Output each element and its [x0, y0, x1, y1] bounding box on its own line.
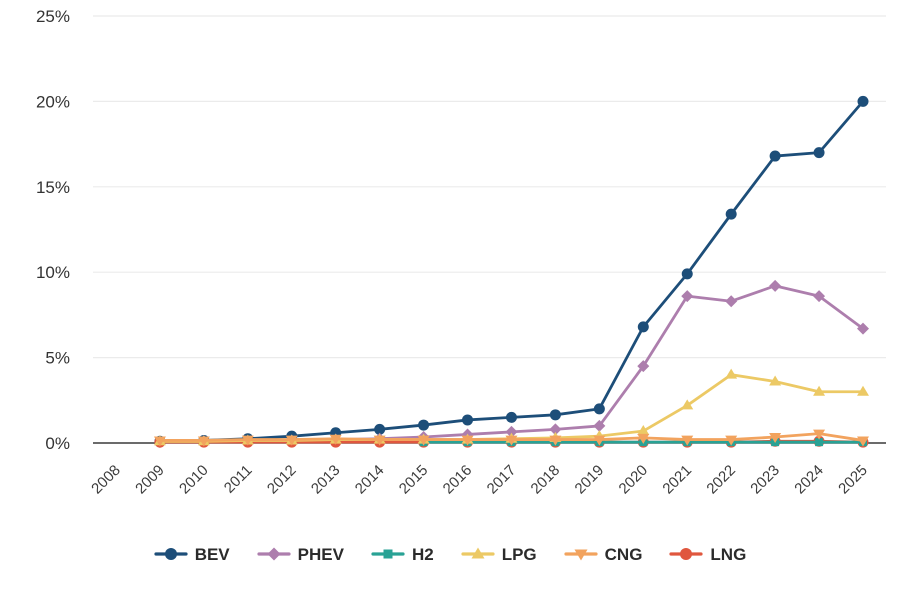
chart-legend: BEV PHEV H2 LPG CNG LNG [0, 539, 900, 569]
x-tick-label: 2015 [396, 462, 432, 498]
legend-label-cng: CNG [604, 544, 643, 564]
series-marker-bev [462, 414, 474, 426]
series-marker-cng [769, 433, 782, 444]
series-marker-bev [593, 403, 605, 415]
x-tick-label: 2020 [616, 462, 652, 498]
series-marker-phev [505, 425, 518, 438]
series-marker-lpg [725, 368, 738, 379]
series-marker-bev [813, 147, 825, 159]
legend-label-bev: BEV [194, 544, 230, 564]
series-marker-lpg [813, 385, 826, 396]
x-tick-label: 2025 [835, 462, 871, 498]
series-marker-lpg [681, 399, 694, 410]
series-marker-cng [373, 435, 386, 446]
legend-marker-bev-icon [154, 548, 188, 560]
line-chart: 0% 5% 10% 15% 20% 25% 2008 2009 2010 2011 2012 2013… [36, 7, 886, 498]
series-marker-cng [197, 436, 210, 447]
legend-label-h2: H2 [411, 544, 434, 564]
series-marker-lpg [769, 375, 782, 386]
legend-item-bev: BEV [154, 545, 230, 563]
legend-label-lpg: LPG [501, 544, 537, 564]
x-tick-label: 2013 [308, 462, 344, 498]
series-marker-bev [418, 419, 430, 431]
series-marker-bev [505, 411, 517, 423]
series-marker-bev [769, 150, 781, 162]
x-tick-label: 2010 [176, 462, 212, 498]
x-tick-label: 2016 [440, 462, 476, 498]
series-marker-bev [725, 208, 737, 220]
series-marker-lpg [857, 385, 869, 396]
series-marker-phev [769, 279, 782, 292]
y-tick-label: 10% [36, 263, 70, 282]
x-tick-label: 2023 [747, 462, 783, 498]
series-marker-bev [549, 409, 561, 421]
y-tick-label: 20% [36, 92, 70, 111]
x-tick-label: 2009 [132, 462, 168, 498]
x-tick-label: 2008 [88, 462, 124, 498]
series-marker-cng [637, 433, 650, 444]
series-line-bev [158, 100, 865, 443]
series-marker-phev [681, 290, 694, 303]
series-marker-cng [505, 435, 518, 446]
series-marker-phev [637, 360, 650, 373]
series-marker-bev [681, 268, 693, 280]
x-tick-label: 2011 [221, 462, 256, 497]
legend-item-lng: LNG [669, 545, 746, 563]
series-marker-bev [637, 321, 649, 333]
series-marker-cng [857, 436, 869, 447]
legend-marker-h2-icon [371, 549, 405, 559]
x-tick-label: 2021 [659, 462, 695, 498]
legend-item-phev: PHEV [257, 545, 344, 563]
series-marker-cng [461, 435, 474, 446]
legend-item-cng: CNG [564, 544, 643, 564]
series-marker-phev [593, 419, 606, 432]
series-marker-phev [813, 290, 826, 303]
series-marker-cng [593, 435, 606, 446]
series-marker-cng [329, 434, 342, 445]
legend-marker-cng-icon [564, 549, 598, 561]
y-tick-label: 15% [36, 178, 70, 197]
series-marker-cng [681, 435, 694, 446]
x-tick-label: 2019 [572, 462, 608, 498]
legend-item-h2: H2 [371, 545, 434, 563]
series-marker-cng [417, 435, 430, 446]
y-tick-label: 0% [45, 434, 70, 453]
series-marker-phev [725, 295, 738, 308]
series-marker-lpg [637, 425, 650, 436]
legend-item-lpg: LPG [461, 545, 537, 563]
series-marker-cng [153, 436, 166, 447]
x-tick-label: 2022 [703, 462, 739, 498]
x-tick-label: 2012 [264, 462, 300, 498]
y-tick-label: 5% [45, 349, 70, 368]
x-tick-label: 2018 [528, 462, 564, 498]
legend-marker-phev-icon [257, 547, 291, 561]
series-marker-cng [285, 435, 298, 446]
series-marker-phev [857, 322, 869, 335]
legend-label-lng: LNG [710, 544, 747, 564]
legend-marker-lpg-icon [461, 547, 495, 559]
legend-marker-lng-icon [669, 548, 704, 560]
series-marker-cng [241, 435, 254, 446]
x-tick-label: 2017 [484, 462, 520, 498]
series-marker-cng [725, 435, 738, 446]
y-tick-label: 25% [36, 7, 70, 26]
series-marker-h2 [815, 438, 824, 447]
series-marker-phev [549, 423, 562, 436]
series-marker-cng [549, 435, 562, 446]
series-marker-bev [374, 423, 386, 435]
series-marker-bev [857, 95, 869, 107]
x-tick-label: 2014 [352, 462, 388, 498]
x-tick-label: 2024 [791, 462, 827, 498]
series-marker-cng [813, 429, 826, 440]
legend-label-phev: PHEV [297, 544, 344, 564]
